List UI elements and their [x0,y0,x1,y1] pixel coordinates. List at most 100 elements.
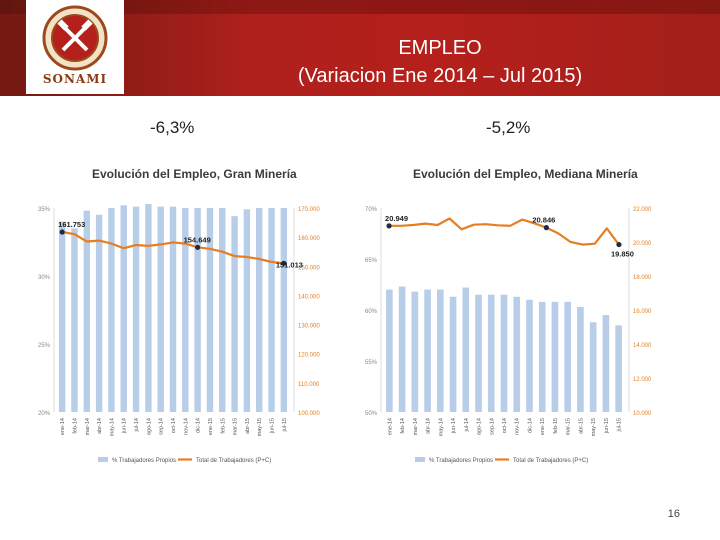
left-axis-tick-label: 50% [365,411,378,417]
right-axis-tick-label: 14.000 [633,343,652,349]
category-label: abr-15 [245,418,251,434]
category-label: jul-14 [464,418,470,432]
bar [564,301,571,412]
logo-emblem-icon [42,5,108,71]
bar [132,206,140,412]
right-axis-tick-label: 100.000 [298,411,320,417]
category-label: feb-14 [400,418,406,434]
category-label: sep-14 [159,418,165,435]
category-label: ene-15 [540,418,546,435]
annotation-marker [281,260,287,266]
legend-swatch-bars [415,457,425,462]
category-label: feb-15 [553,418,559,434]
category-label: may-15 [591,418,597,436]
bar [95,214,103,412]
category-label: mar-15 [566,418,572,435]
category-label: dic-14 [196,418,202,433]
category-label: oct-14 [502,418,508,433]
annotation-label: 154.649 [184,235,211,244]
bar [398,286,406,412]
bar [424,289,431,412]
bar [243,209,251,412]
left-axis-tick-label: 65% [365,258,378,264]
category-label: ene-15 [208,418,214,435]
bar [602,315,610,412]
right-axis-tick-label: 150.000 [298,265,320,271]
bar [386,289,393,412]
category-label: may-14 [109,418,115,436]
bar [206,208,214,412]
bar [475,294,482,412]
category-label: jun-14 [451,418,457,434]
annotation-label: 20.949 [385,214,408,223]
chart-title: Evolución del Empleo, Mediana Minería [413,167,638,181]
category-label: nov-14 [183,418,189,435]
left-axis-tick-label: 30% [38,275,51,281]
legend-label-bars: % Trabajadores Propios [429,458,493,464]
page-number: 16 [667,508,680,520]
bar [120,205,127,412]
annotation-marker [195,244,201,250]
bar [551,301,559,412]
category-label: abr-14 [426,418,432,434]
bar [182,208,189,412]
right-axis-tick-label: 16.000 [633,309,652,315]
bar [280,208,288,412]
category-label: jun-14 [122,418,128,434]
bar [83,210,90,412]
annotation-marker [386,223,392,229]
bar [462,287,470,412]
legend-label-line: Total de Trabajadores (P+C) [513,458,588,464]
title-line-2: (Variacion Ene 2014 – Jul 2015) [297,65,583,87]
legend-label-bars: % Trabajadores Propios [112,458,176,464]
category-label: may-14 [438,418,444,436]
right-axis-tick-label: 170.000 [298,207,320,213]
legend-swatch-bars [98,457,108,462]
logo-text: SONAMI [42,72,108,86]
bar [589,322,597,412]
bar [108,208,115,412]
bar [256,208,263,412]
category-label: feb-15 [220,418,226,434]
bar [500,294,508,412]
category-label: abr-15 [578,418,584,434]
line-series [62,230,284,265]
right-axis-tick-label: 18.000 [633,275,652,281]
category-label: mar-14 [413,418,419,435]
annotation-marker [616,241,622,248]
chart-gran-mineria: Evolución del Empleo, Gran Minería 35% 30%… [28,156,330,472]
right-axis-tick-label: 110.000 [298,382,320,388]
bar [538,301,546,412]
left-axis-tick-label: 20% [38,411,51,417]
bar [268,208,275,412]
variation-mediana-mineria: -5,2% [486,118,531,137]
category-label: sep-14 [489,418,495,435]
bar [487,294,495,412]
bar [71,228,78,412]
left-axis-tick-label: 35% [38,207,51,213]
bar [194,208,201,412]
right-axis-tick-label: 120.000 [298,353,320,359]
bar [58,221,66,412]
annotation-label: 161.753 [58,220,85,229]
right-axis-tick-label: 22.000 [633,207,652,213]
bar [513,296,521,412]
left-axis-tick-label: 55% [365,360,378,366]
bar [615,325,622,412]
variation-gran-mineria: -6,3% [150,118,195,137]
right-axis-tick-label: 10.000 [633,411,652,417]
right-axis-tick-label: 140.000 [298,294,320,300]
category-label: dic-14 [527,418,533,433]
right-axis-tick-label: 130.000 [298,324,320,330]
slide-title: EMPLEO (Variacion Ene 2014 – Jul 2015) [160,34,720,90]
legend-label-line: Total de Trabajadores (P+C) [196,458,271,464]
bar [231,216,238,412]
category-label: ene-14 [387,418,393,435]
bar [437,289,444,412]
title-line-1: EMPLEO [398,37,482,59]
category-label: feb-14 [72,418,78,434]
right-axis-tick-label: 12.000 [633,377,652,383]
category-label: abr-14 [97,418,103,434]
left-axis-tick-label: 70% [365,207,378,213]
category-label: nov-14 [515,418,521,435]
